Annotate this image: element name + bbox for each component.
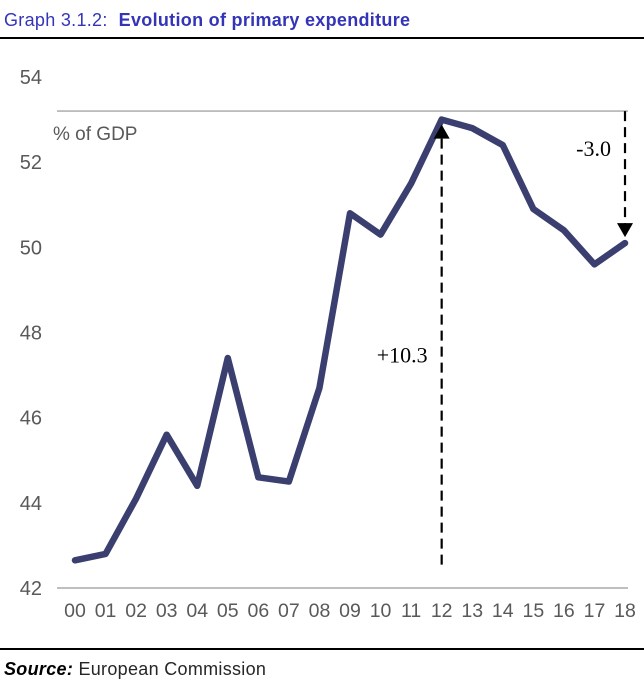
graph-header: Graph 3.1.2: Evolution of primary expendi… [0,0,644,31]
x-axis-tick-label: 15 [522,600,544,622]
increase-annotation: +10.3 [377,342,428,367]
source-row: Source: European Commission [0,648,644,681]
x-axis-tick-label: 01 [95,600,117,622]
decrease-arrowhead [617,223,634,238]
x-axis-tick-label: 05 [217,600,239,622]
x-axis-tick-label: 00 [64,600,86,622]
y-axis-tick-label: 44 [20,493,42,515]
title-divider [0,37,644,39]
y-axis-tick-label: 54 [20,67,42,89]
x-axis-tick-label: 04 [186,600,208,622]
x-axis-tick-label: 09 [339,600,361,622]
decrease-annotation: -3.0 [576,136,611,161]
increase-arrowhead [433,124,450,139]
y-axis-tick-label: 42 [20,578,42,600]
y-axis-tick-label: 50 [20,237,42,259]
y-axis-tick-label: 48 [20,323,42,345]
graph-title: Evolution of primary expenditure [118,10,411,30]
x-axis-tick-label: 17 [584,600,606,622]
x-axis-tick-label: 14 [492,600,514,622]
x-axis-tick-label: 08 [309,600,331,622]
x-axis-tick-label: 16 [553,600,575,622]
source-label: Source: [4,659,74,679]
x-axis-tick-label: 02 [125,600,147,622]
unit-label: % of GDP [53,124,137,145]
x-axis-tick-label: 03 [156,600,178,622]
x-axis-tick-label: 13 [461,600,483,622]
x-axis-tick-label: 06 [247,600,269,622]
chart-svg: 54 52 50 48 46 44 42 00 01 02 03 04 05 06 07 08 09 10 11 12… [20,67,636,622]
x-axis-tick-label: 12 [431,600,453,622]
x-axis-tick-label: 11 [401,600,421,622]
graph-number-label: Graph 3.1.2: [4,10,108,30]
x-axis-tick-label: 18 [614,600,636,622]
chart: 54 52 50 48 46 44 42 00 01 02 03 04 05 06 07 08 09 10 11 12… [0,40,644,643]
data-line [71,116,629,564]
y-axis-tick-label: 46 [20,408,42,430]
x-axis-tick-label: 07 [278,600,300,622]
y-axis-tick-label: 52 [20,152,42,174]
source-text: European Commission [78,659,267,679]
x-axis-tick-label: 10 [370,600,392,622]
